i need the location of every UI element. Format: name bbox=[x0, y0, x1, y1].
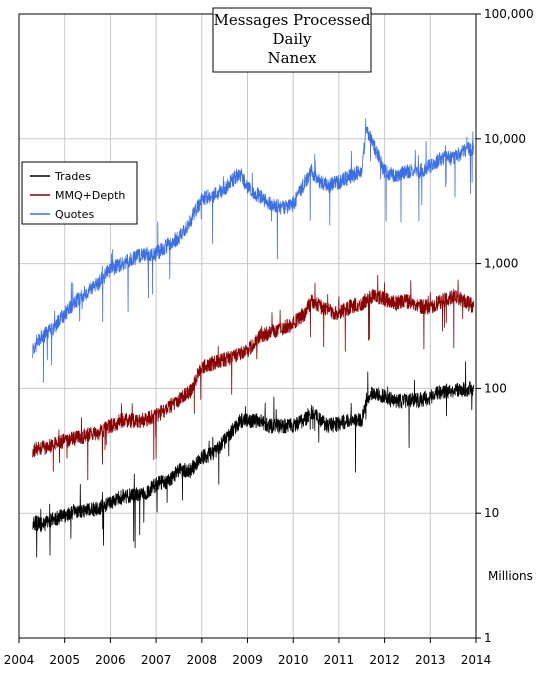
x-tick-label-2011: 2011 bbox=[324, 653, 355, 667]
series-lines bbox=[32, 118, 475, 558]
title-line-1: Messages Processed bbox=[214, 11, 371, 29]
series-line-trades bbox=[32, 361, 475, 558]
y-tick-label-2: 1,000 bbox=[484, 257, 518, 271]
y-tick-label-0: 100,000 bbox=[484, 7, 534, 21]
x-tick-label-2013: 2013 bbox=[415, 653, 446, 667]
x-tick-label-2010: 2010 bbox=[278, 653, 309, 667]
series-line-quotes bbox=[32, 118, 475, 383]
legend-label-trades: Trades bbox=[54, 170, 91, 183]
x-tick-label-2008: 2008 bbox=[187, 653, 218, 667]
legend: Trades MMQ+Depth Quotes bbox=[21, 161, 138, 225]
y-tick-label-3: 100 bbox=[484, 381, 507, 395]
legend-label-mmq-depth: MMQ+Depth bbox=[55, 189, 125, 202]
title-line-3: Nanex bbox=[267, 49, 317, 67]
x-tick-label-2007: 2007 bbox=[141, 653, 172, 667]
series-line-mmq-depth bbox=[32, 274, 475, 481]
title-box-frame bbox=[212, 7, 372, 73]
y-axis-label: Millions bbox=[488, 569, 533, 583]
legend-label-quotes: Quotes bbox=[55, 208, 94, 221]
x-tick-label-2006: 2006 bbox=[95, 653, 126, 667]
x-tick-label-2005: 2005 bbox=[49, 653, 80, 667]
x-tick-label-2009: 2009 bbox=[232, 653, 263, 667]
y-tick-label-4: 10 bbox=[484, 506, 499, 520]
x-tick-label-2012: 2012 bbox=[369, 653, 400, 667]
y-tick-label-1: 10,000 bbox=[484, 132, 526, 146]
title-line-2: Daily bbox=[272, 30, 312, 48]
axis-ticks: 2004 2005 2006 2007 2008 2009 2010 2011 2012 2013… bbox=[4, 7, 534, 667]
x-tick-label-2004: 2004 bbox=[4, 653, 35, 667]
y-tick-label-5: 1 bbox=[484, 631, 492, 645]
title-box: Messages Processed Daily Nanex bbox=[212, 7, 372, 73]
x-tick-label-2014: 2014 bbox=[461, 653, 492, 667]
